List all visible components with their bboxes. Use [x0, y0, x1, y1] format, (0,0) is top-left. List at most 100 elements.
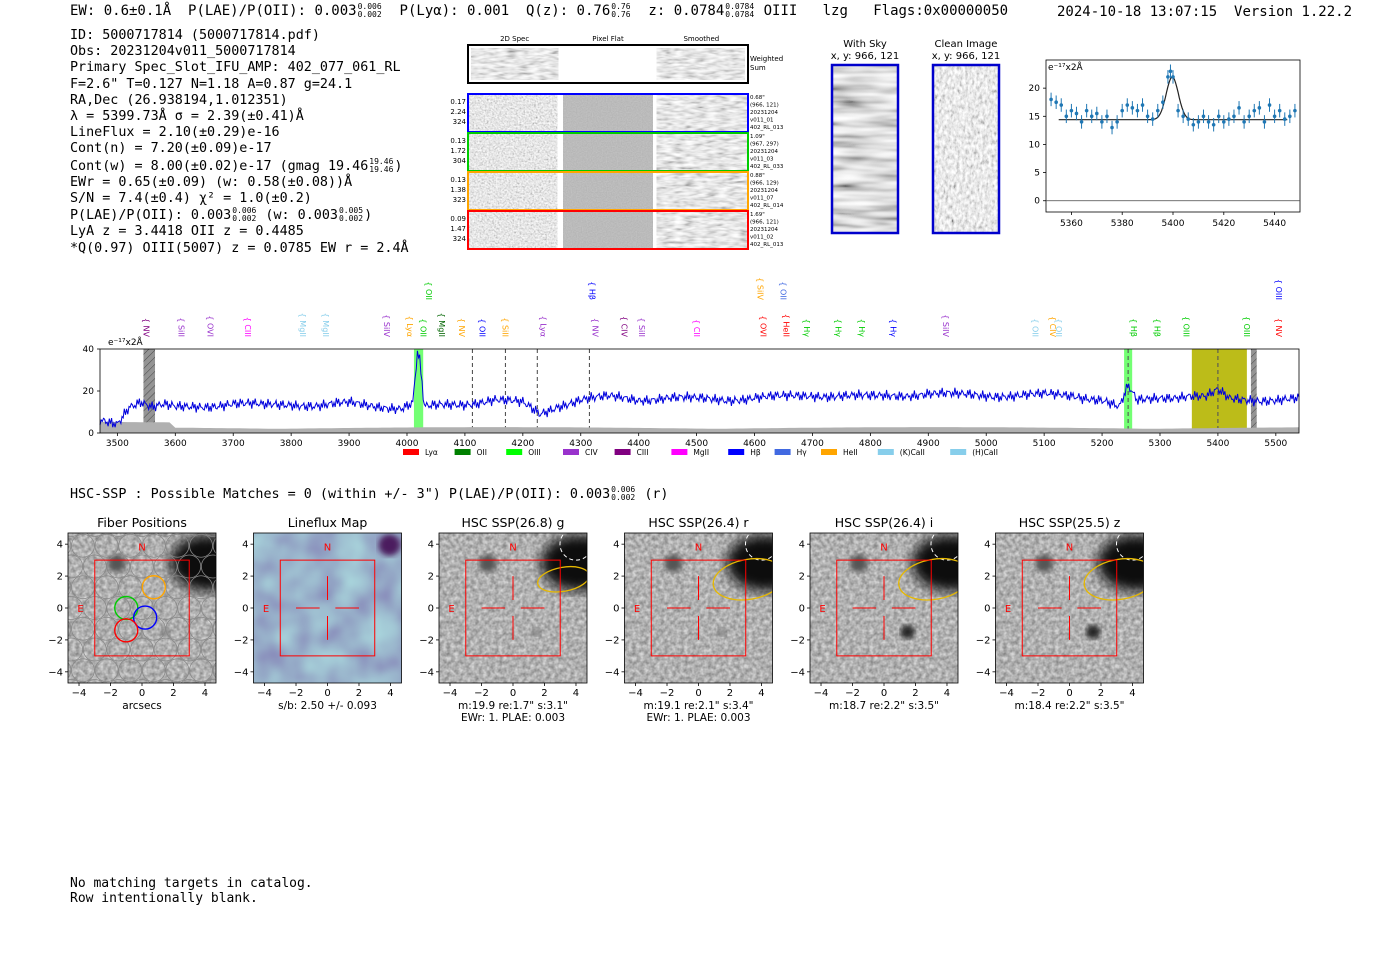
fiber-left-stat: 0.09 [450, 215, 466, 223]
spectrum-line-id-label: { SiIV [756, 277, 765, 300]
east-marker: E [634, 604, 640, 615]
spectrum-line [99, 350, 1300, 428]
footer-line-1: No matching targets in catalog. [70, 876, 313, 891]
hsc-y-tick-label: 0 [57, 604, 63, 615]
spectrum-x-tick-label: 5400 [1206, 439, 1229, 449]
hsc-x-tick-label: 0 [139, 688, 145, 699]
zoom-data-point [1216, 114, 1221, 119]
sky-images: With Sky x, y: 966, 121 Clean Image x, y… [831, 39, 1000, 235]
compact-source [161, 627, 170, 636]
hsc-x-tick-label: 0 [695, 688, 701, 699]
fiber-position-circle [200, 554, 216, 579]
fiber-position-circle [68, 620, 72, 637]
spectrum-line-id-label: { OIII [1181, 316, 1190, 337]
spectrum-unit: e⁻¹⁷x2Å [108, 336, 144, 348]
spectrum-y-tick-label: 20 [83, 387, 95, 397]
zoom-data-point [1100, 120, 1104, 124]
fiber-position-circle [12, 597, 35, 620]
hsc-panel: HSC SSP(25.5) z N E −4 −4 −2 −2 0 0 2 2 4 4 m:18.4 re… [976, 515, 1144, 712]
aperture-ellipse [898, 557, 958, 601]
weighted-sum-2d [471, 48, 559, 80]
hsc-y-tick-label: −2 [790, 635, 805, 646]
nearby-source [664, 554, 683, 573]
legend-swatch [454, 449, 471, 455]
spectrum-x-tick-label: 3900 [338, 439, 361, 449]
hsc-y-tick-label: 2 [242, 572, 248, 583]
zoom-data-point [1206, 120, 1211, 124]
spectrum-line-id-label: { OII [418, 318, 427, 337]
search-box [465, 559, 561, 657]
hsc-x-tick-label: 2 [541, 688, 547, 699]
legend-swatch [821, 449, 837, 455]
spectrum-x-tick-label: 4600 [743, 439, 766, 449]
spectrum-x-tick-label: 5000 [975, 439, 998, 449]
hsc-y-tick-label: 2 [984, 572, 990, 583]
fiber-position-circle [180, 679, 199, 683]
spectrum-y-tick-label: 0 [88, 429, 94, 439]
north-marker: N [1066, 543, 1073, 554]
zoom-data-point [1176, 108, 1180, 113]
zoom-y-tick-label: 10 [1029, 140, 1041, 150]
fiber-right-info: v011_01 [750, 118, 774, 124]
spectrum-line-id-label: { SiIV [941, 314, 950, 337]
header-q-frac: 0.76 0.76 [611, 2, 631, 19]
legend-label: Hβ [750, 448, 761, 457]
aperture-ellipse [1083, 557, 1144, 601]
spectrum-line-id-label: { SiII [176, 317, 185, 337]
zoom-data-point [1211, 122, 1216, 127]
fiber-position-circle [94, 658, 119, 683]
hsc-y-tick-label: 2 [57, 572, 63, 583]
spectrum-line-id-label: { Hβ [1129, 318, 1138, 337]
spectrum-line-id-label: { NV [1274, 318, 1283, 338]
hsc-panel: HSC SSP(26.8) g N E −4 −4 −2 −2 0 0 2 2 4 4 m:19.9 re… [419, 515, 588, 724]
fiber-left-stat: 323 [453, 196, 466, 204]
fiber-position-circle [68, 637, 84, 662]
zoom-data-point [1120, 108, 1124, 113]
spectrum-x-tick-label: 3500 [106, 439, 129, 449]
fiber-position-circle [189, 533, 213, 558]
header-z-line: OIII [763, 3, 798, 19]
hsc-x-tick-label: −2 [660, 688, 675, 699]
fiber-position-circle [156, 679, 175, 683]
fiber-position-circle [156, 533, 175, 537]
hsc-x-tick-label: 4 [944, 688, 950, 699]
legend-swatch [506, 449, 523, 455]
spectrum-line-id-label: { MgII [437, 313, 446, 337]
zoom-data-point [1084, 108, 1089, 113]
hsc-x-tick-label: −2 [845, 688, 860, 699]
fiber-right-info: (966, 129) [750, 181, 779, 187]
info-lambda: λ = 5399.73Å σ = 2.39(±0.41)Å [70, 109, 304, 125]
spectrum-line-id-label: { OII [1031, 318, 1040, 337]
legend-label: Lyα [425, 448, 438, 457]
hsc-y-tick-label: 4 [242, 540, 248, 551]
fiber-right-info: 402_RL_013 [750, 125, 784, 131]
fiber-position-circle [153, 554, 178, 579]
east-marker: E [77, 604, 83, 615]
hsc-x-tick-label: 0 [324, 688, 330, 699]
spectrum-x-tick-label: 4500 [685, 439, 708, 449]
hsc-y-tick-label: 4 [428, 540, 434, 551]
spectrum-x-tick-label: 4100 [453, 439, 476, 449]
info-sn: S/N = 7.4(±0.4) χ² = 1.0(±0.2) [70, 191, 312, 207]
spectrum-line-id-label: { CIV [1048, 316, 1057, 338]
fiber-position-circle [109, 533, 128, 537]
selected-fiber-circle [141, 575, 167, 600]
zoom-data-point [1079, 120, 1084, 124]
hsc-y-tick-label: −4 [790, 667, 805, 678]
catalog-match-circle [930, 533, 958, 561]
east-marker: E [1005, 604, 1011, 615]
spectrum-x-tick-label: 4900 [917, 439, 940, 449]
header-q: Q(z): 0.76 [525, 3, 611, 19]
fiber-right-info: 402_RL_013 [750, 242, 784, 248]
spectrum-highlight-band [1191, 349, 1247, 433]
header-stamp: 2024-10-18 13:07:15 Version 1.22.2 [1057, 4, 1352, 20]
fiber-right-info: 1.09" [750, 134, 765, 140]
selected-fiber-circle [132, 605, 158, 630]
nearby-source [107, 554, 126, 573]
fiber-smoothed [656, 172, 748, 210]
legend-swatch [403, 449, 419, 455]
fiber-position-circle [165, 533, 190, 558]
header-plae-frac: 0.006 0.002 [357, 2, 382, 19]
footer-line-2: Row intentionally blank. [70, 891, 258, 906]
spectrum-plot-frame [99, 348, 1300, 434]
